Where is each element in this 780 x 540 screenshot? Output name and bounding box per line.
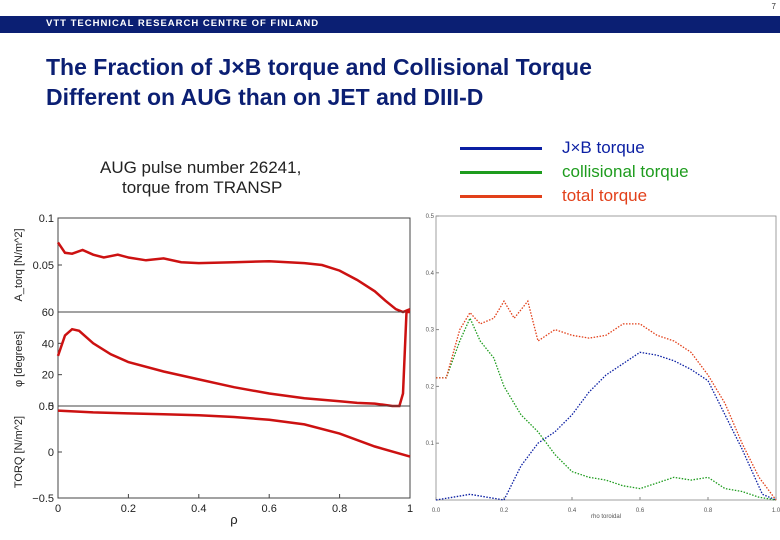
right-xlabel: rho toroidal [591,514,621,520]
ylabel-middle: φ [degrees] [13,331,25,387]
xtick-label-bottom: 0.4 [191,503,206,515]
legend-item-jxb: J×B torque [460,136,760,160]
ylabel-bottom: TORQ [N/m^2] [13,416,25,488]
right-xtick-label: 0.6 [636,508,645,514]
right-ytick-label: 0.5 [426,214,435,220]
legend-label-collisional: collisional torque [562,162,689,181]
legend-swatch-jxb [460,147,542,150]
ytick-label-bottom: −0.5 [32,493,54,505]
legend-label-total: total torque [562,186,648,205]
ytick-label-middle: 0 [48,401,54,413]
xtick-label-bottom: 0.2 [121,503,136,515]
series-line-bottom [57,409,411,458]
xtick-label-bottom: 0 [55,503,61,515]
header-organization: VTT TECHNICAL RESEARCH CENTRE OF FINLAND [46,18,320,29]
right-ytick-label: 0.1 [426,441,435,447]
ytick-label-top: 0.1 [39,213,54,225]
legend-label-jxb: J×B torque [562,138,645,157]
slide-number: 7 [771,2,776,11]
left-figure-frame [57,217,411,499]
pulse-caption-line-1: AUG pulse number 26241, [100,158,302,177]
right-xtick-label: 0.2 [500,508,509,514]
xtick-label-bottom: 1 [407,503,413,515]
legend-swatch-total [460,195,542,198]
right-ytick-label: 0.2 [426,384,435,390]
xtick-label-bottom: 0.6 [262,503,277,515]
right-ytick-label: 0.4 [426,271,435,277]
pulse-caption: AUG pulse number 26241, torque from TRAN… [100,158,301,198]
right-series-line-2 [436,299,777,501]
title-line-2: Different on AUG than on JET and DIII-D [46,84,484,110]
ytick-label-middle: 40 [42,338,54,350]
ytick-label-middle: 20 [42,370,54,382]
ytick-label-bottom: 0.5 [39,401,54,413]
xlabel-bottom: ρ [230,512,237,527]
legend-swatch-collisional [460,171,542,174]
right-series-line-0 [435,351,777,501]
ylabel-top: A_torq [N/m^2] [13,228,25,301]
legend-item-collisional: collisional torque [460,160,760,184]
legend-item-total: total torque [460,184,760,208]
right-xtick-label: 0.4 [568,508,577,514]
right-xtick-label: 0.8 [704,508,713,514]
right-xtick-label: 1.0 [772,508,780,514]
series-line-middle [56,310,410,408]
ytick-label-bottom: 0 [48,447,54,459]
chart-legend: J×B torque collisional torque total torq… [460,136,760,208]
xtick-label-bottom: 0.8 [332,503,347,515]
ytick-label-middle: 60 [42,307,54,319]
title-line-1: The Fraction of J×B torque and Collision… [46,54,592,80]
series-line-top [56,241,411,314]
right-figure-frame [435,215,777,501]
ytick-label-top: 0.05 [33,260,54,272]
header-bar [0,16,780,33]
right-xtick-label: 0.0 [432,508,441,514]
pulse-caption-line-2: torque from TRANSP [122,178,283,197]
right-series-line-1 [436,316,777,501]
right-ytick-label: 0.3 [426,328,435,334]
slide-title: The Fraction of J×B torque and Collision… [46,52,766,112]
